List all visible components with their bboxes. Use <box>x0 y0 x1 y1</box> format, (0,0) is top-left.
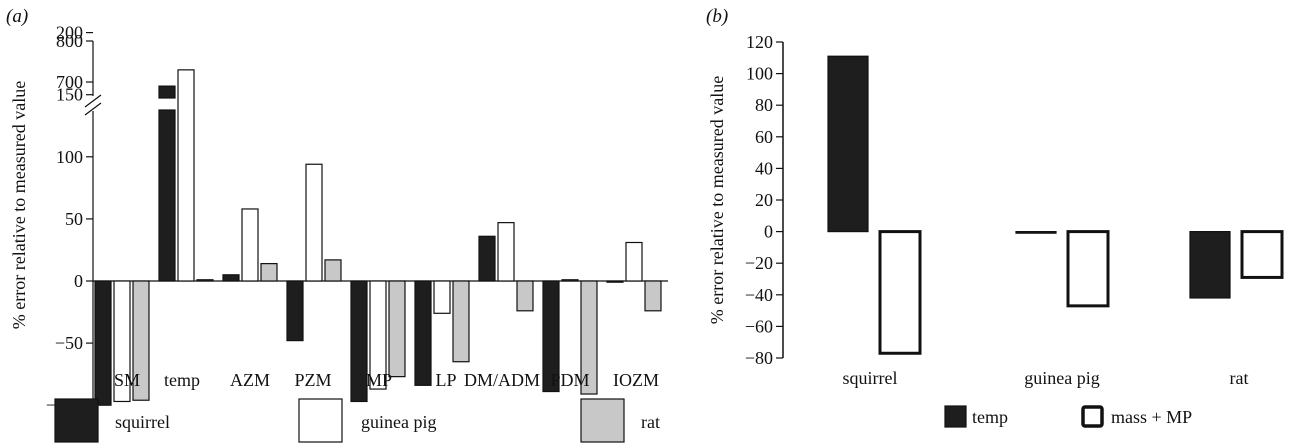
legend-label-mass-mp: mass + MP <box>1111 407 1192 427</box>
bar-rat-pzm <box>324 259 342 282</box>
bar-squirrel-pdm <box>542 280 560 393</box>
panel-a-y-axis-label: % error relative to measured value <box>9 81 29 329</box>
panel-a-y-tick-label: 200 <box>56 23 83 43</box>
panel-a-category-label-temp: temp <box>164 370 200 390</box>
legend-swatch-guinea-pig <box>298 398 343 443</box>
panel-a-y-tick-label: 800 <box>56 31 83 51</box>
bar-rat-azm <box>260 263 278 282</box>
legend-swatch-squirrel <box>54 398 99 443</box>
legend-label-guinea-pig: guinea pig <box>361 412 436 432</box>
panel-b-y-tick-label: 20 <box>755 190 773 210</box>
panel-b-y-tick-label: 120 <box>746 32 773 52</box>
bar-rat-sm <box>132 280 150 401</box>
panel-a-y-tick-label: 150 <box>56 85 83 105</box>
panel-a-category-label-pzm: PZM <box>294 370 331 390</box>
panel-a-y-tick-label: 50 <box>65 209 83 229</box>
bar-mass-mp-rat <box>1240 230 1284 279</box>
legend-swatch-mass-mp <box>1081 405 1104 428</box>
bar-guinea-pig-iozm <box>625 241 643 282</box>
bar-guinea-pig-sm <box>113 280 131 403</box>
bar-squirrel-iozm <box>606 280 624 283</box>
panel-a-y-tick-label: 700 <box>56 72 83 92</box>
bar-guinea-pig-dm-adm <box>497 222 515 282</box>
bar-squirrel-sm <box>94 280 112 406</box>
panel-a: (a) % error relative to measured value 7… <box>6 6 668 443</box>
panel-a-category-label-pdm: PDM <box>550 370 589 390</box>
bar-rat-mp <box>388 280 406 378</box>
panel-b-y-axis-label: % error relative to measured value <box>707 76 727 324</box>
bar-mass-mp-guinea-pig <box>1066 230 1110 308</box>
panel-a-category-label-iozm: IOZM <box>613 370 659 390</box>
bar-temp-guinea-pig <box>1015 231 1057 234</box>
legend-swatch-temp <box>944 405 967 428</box>
legend-label-squirrel: squirrel <box>115 412 170 432</box>
panel-b-category-label-squirrel: squirrel <box>843 368 898 388</box>
bar-rat-dm-adm <box>516 280 534 312</box>
panel-b-label: (b) <box>706 6 728 27</box>
panel-a-category-label-azm: AZM <box>230 370 270 390</box>
panel-b-y-tick-label: 0 <box>764 222 773 242</box>
bar-squirrel-temp-upper <box>158 85 176 99</box>
panel-b: (b) % error relative to measured value −… <box>706 6 1284 428</box>
bar-squirrel-lp <box>414 280 432 386</box>
bar-rat-iozm <box>644 280 662 312</box>
panel-a-category-label-dm-adm: DM/ADM <box>464 370 540 390</box>
panel-b-y-tick-label: 100 <box>746 64 773 84</box>
panel-a-category-label-mp: MP <box>366 370 392 390</box>
bar-squirrel-mp <box>350 280 368 403</box>
panel-b-y-tick-label: −20 <box>745 253 773 273</box>
panel-b-y-tick-label: −60 <box>745 316 773 336</box>
bar-squirrel-temp-lower <box>158 109 176 282</box>
bar-temp-rat <box>1189 231 1231 299</box>
bar-mass-mp-squirrel <box>878 230 922 355</box>
panel-a-category-label-lp: LP <box>435 370 456 390</box>
panel-b-y-tick-label: 60 <box>755 127 773 147</box>
panel-b-y-tick-label: −80 <box>745 348 773 368</box>
panel-b-y-tick-label: 80 <box>755 95 773 115</box>
panel-b-y-tick-label: −40 <box>745 285 773 305</box>
panel-b-category-label-rat: rat <box>1230 368 1249 388</box>
panel-a-category-label-sm: SM <box>114 370 140 390</box>
panel-a-y-tick-label: 0 <box>74 271 83 291</box>
panel-a-label: (a) <box>6 6 28 27</box>
panel-b-y-tick-label: 40 <box>755 158 773 178</box>
legend-label-temp: temp <box>972 407 1008 427</box>
panel-a-axis-break-mark <box>84 102 102 116</box>
bar-guinea-pig-pzm <box>305 163 323 282</box>
legend-swatch-rat <box>580 398 625 443</box>
bar-squirrel-dm-adm <box>478 235 496 282</box>
bar-guinea-pig-pdm <box>561 279 579 282</box>
bar-rat-pdm <box>580 280 598 395</box>
legend-label-rat: rat <box>641 412 660 432</box>
panel-a-y-tick-label: −50 <box>55 333 83 353</box>
bar-squirrel-azm <box>222 274 240 282</box>
panel-b-category-label-guinea-pig: guinea pig <box>1024 368 1099 388</box>
panel-a-y-tick-label: 100 <box>56 147 83 167</box>
bar-guinea-pig-azm <box>241 208 259 282</box>
bar-guinea-pig-mp <box>369 280 387 390</box>
bar-temp-squirrel <box>827 55 869 233</box>
bar-guinea-pig-lp <box>433 280 451 314</box>
bar-rat-temp <box>196 279 214 282</box>
panel-a-axis-break-mark <box>84 94 102 108</box>
bar-rat-lp <box>452 280 470 363</box>
bar-guinea-pig-temp <box>177 69 195 282</box>
bar-squirrel-pzm <box>286 280 304 342</box>
